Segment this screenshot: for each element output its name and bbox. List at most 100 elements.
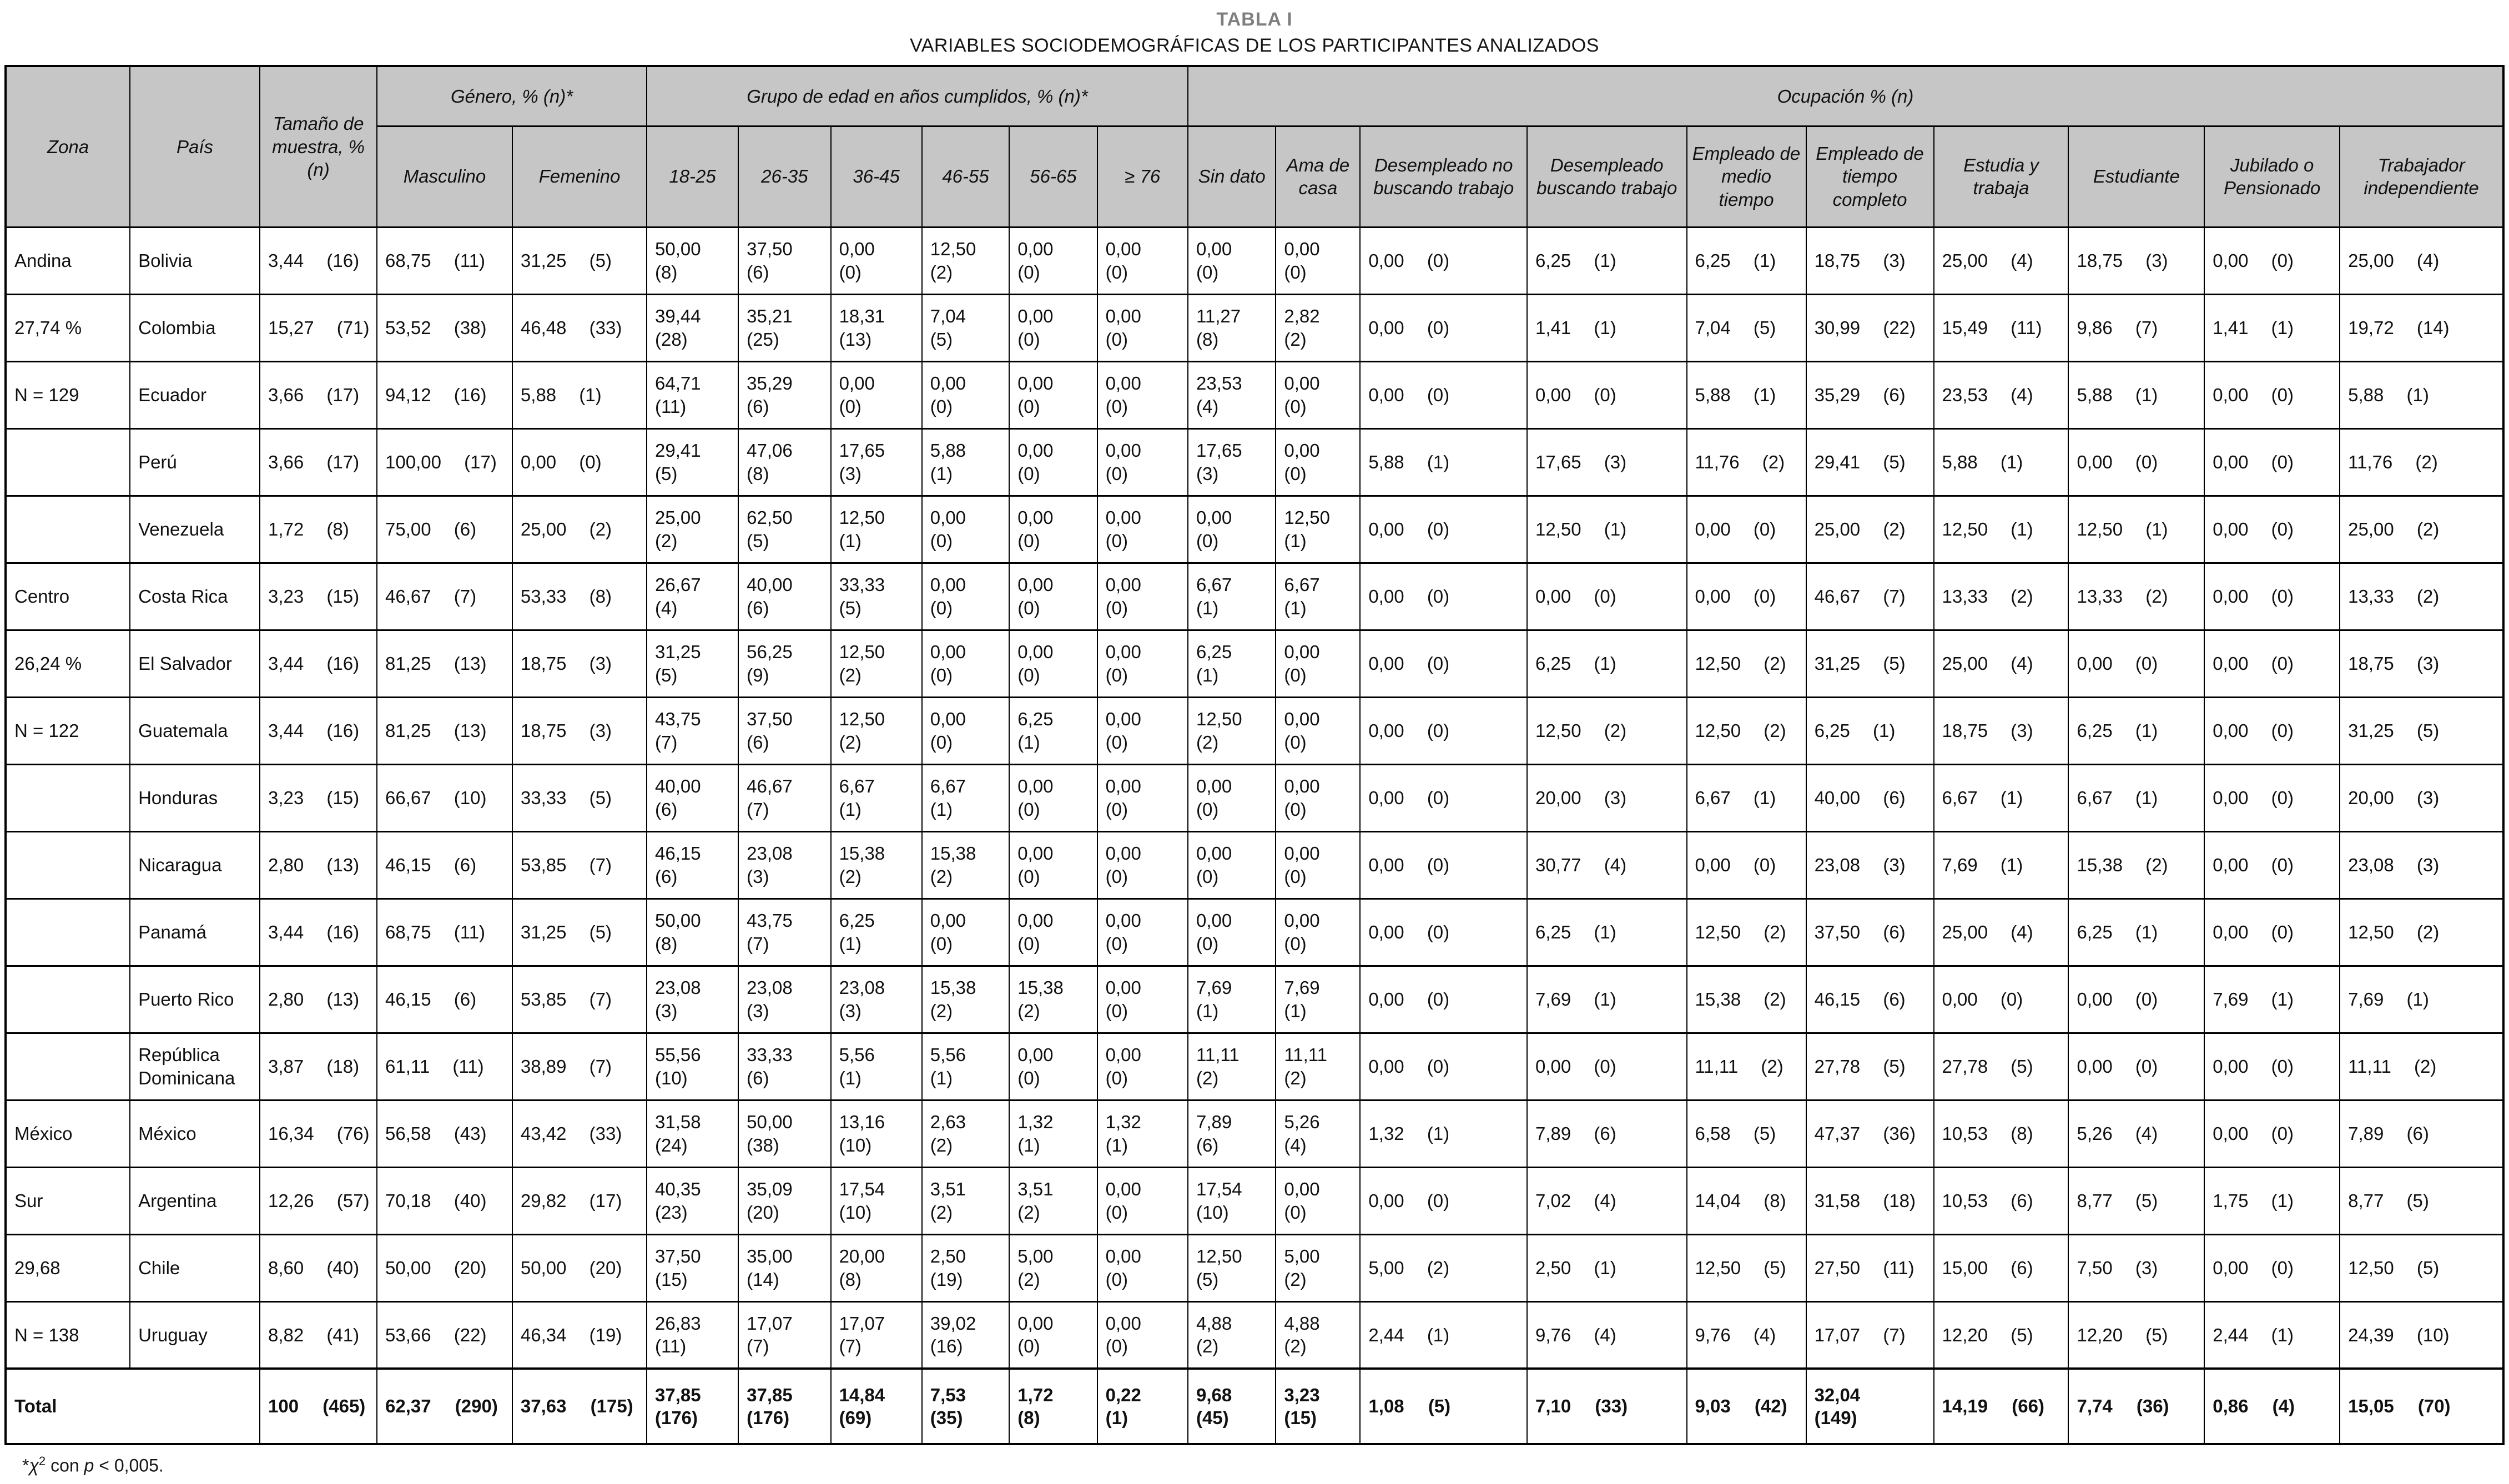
value-cell: 15,49 (11) (1933, 293, 2069, 362)
column-header: Empleado de tiempo completo (1805, 125, 1934, 228)
value-cell: 10,53 (6) (1933, 1166, 2069, 1235)
table-row: N = 129 Ecuador 3,66 (17) 94,12 (16) 5,88 (1… (4, 360, 2504, 430)
value-cell: 12,20 (5) (2068, 1300, 2205, 1370)
value-cell: 46,67 (7) (738, 763, 832, 832)
value-cell: 0,00 (0) (1526, 360, 1687, 430)
total-value-cell: 1,08 (5) (1359, 1367, 1528, 1445)
value-cell: 23,08 (3) (830, 965, 923, 1034)
value-cell: 6,25 (1) (2068, 897, 2205, 967)
value-cell: 5,88 (1) (1933, 427, 2069, 497)
pais-cell: Puerto Rico (129, 965, 261, 1034)
zona-cell: Sur (4, 1166, 131, 1235)
value-cell: 70,18 (40) (376, 1166, 513, 1235)
value-cell: 25,00 (4) (2339, 226, 2504, 295)
value-cell: 1,32 (1) (1009, 1099, 1098, 1168)
value-cell: 3,51 (2) (921, 1166, 1010, 1235)
table-row: 26,24 % El Salvador 3,44 (16) 81,25 (13) 18,… (4, 629, 2504, 698)
value-cell: 53,85 (7) (511, 830, 647, 900)
column-header: Sin dato (1187, 125, 1277, 228)
value-cell: 40,00 (6) (1805, 763, 1934, 832)
value-cell: 53,66 (22) (376, 1300, 513, 1370)
value-cell: 0,00 (0) (2068, 629, 2205, 698)
value-cell: 46,48 (33) (511, 293, 647, 362)
value-cell: 0,00 (0) (921, 897, 1010, 967)
value-cell: 0,00 (0) (1359, 897, 1528, 967)
column-header: Empleado de medio tiempo (1686, 125, 1807, 228)
total-value-cell: 37,85 (176) (646, 1367, 739, 1445)
zona-cell: Andina (4, 226, 131, 295)
value-cell: 38,89 (7) (511, 1032, 647, 1101)
value-cell: 46,15 (6) (646, 830, 739, 900)
value-cell: 6,67 (1) (921, 763, 1010, 832)
value-cell: 46,15 (6) (376, 965, 513, 1034)
total-value-cell: 1,72 (8) (1009, 1367, 1098, 1445)
table-body: Andina Bolivia 3,44 (16) 68,75 (11) 31,25 (5… (4, 226, 2504, 1445)
total-value-cell: 0,86 (4) (2204, 1367, 2341, 1445)
sociodemographic-table: Zona País Tamaño de muestra, % (n) Géner… (4, 65, 2505, 1445)
value-cell: 31,25 (5) (1805, 629, 1934, 698)
value-cell: 0,00 (0) (1096, 1166, 1188, 1235)
value-cell: 12,50 (5) (1686, 1233, 1807, 1303)
pais-cell: Perú (129, 427, 261, 497)
value-cell: 6,25 (1) (1526, 897, 1687, 967)
value-cell: 6,25 (1) (1686, 226, 1807, 295)
pais-cell: Argentina (129, 1166, 261, 1235)
value-cell: 1,72 (8) (259, 494, 378, 564)
value-cell: 7,89 (6) (1187, 1099, 1277, 1168)
value-cell: 46,15 (6) (376, 830, 513, 900)
value-cell: 7,04 (5) (921, 293, 1010, 362)
value-cell: 11,76 (2) (1686, 427, 1807, 497)
total-value-cell: 14,19 (66) (1933, 1367, 2069, 1445)
value-cell: 18,75 (3) (511, 696, 647, 765)
value-cell: 1,32 (1) (1096, 1099, 1188, 1168)
table-row: 29,68 Chile 8,60 (40) 50,00 (20) 50,00 (20) 3… (4, 1233, 2504, 1303)
value-cell: 5,88 (1) (2068, 360, 2205, 430)
value-cell: 0,00 (0) (2204, 1099, 2341, 1168)
value-cell: 37,50 (6) (1805, 897, 1934, 967)
value-cell: 26,67 (4) (646, 562, 739, 631)
value-cell: 8,77 (5) (2339, 1166, 2504, 1235)
value-cell: 2,50 (19) (921, 1233, 1010, 1303)
value-cell: 15,00 (6) (1933, 1233, 2069, 1303)
value-cell: 2,82 (2) (1275, 293, 1361, 362)
value-cell: 3,44 (16) (259, 629, 378, 698)
value-cell: 3,66 (17) (259, 360, 378, 430)
value-cell: 30,99 (22) (1805, 293, 1934, 362)
total-row: Total 100 (465) 62,37 (290) 37,63 (175) 37,8… (4, 1367, 2504, 1445)
value-cell: 15,38 (2) (1009, 965, 1098, 1034)
value-cell: 37,50 (15) (646, 1233, 739, 1303)
value-cell: 7,69 (1) (1526, 965, 1687, 1034)
total-value-cell: 37,85 (176) (738, 1367, 832, 1445)
value-cell: 11,11 (2) (2339, 1032, 2504, 1101)
value-cell: 7,69 (1) (1275, 965, 1361, 1034)
value-cell: 6,25 (1) (2068, 696, 2205, 765)
column-header: Ama de casa (1275, 125, 1361, 228)
value-cell: 47,37 (36) (1805, 1099, 1934, 1168)
total-value-cell: 37,63 (175) (511, 1367, 647, 1445)
value-cell: 46,34 (19) (511, 1300, 647, 1370)
value-cell: 53,85 (7) (511, 965, 647, 1034)
value-cell: 18,75 (3) (1933, 696, 2069, 765)
value-cell: 5,56 (1) (830, 1032, 923, 1101)
value-cell: 1,32 (1) (1359, 1099, 1528, 1168)
value-cell: 5,88 (1) (921, 427, 1010, 497)
zona-cell: Centro (4, 562, 131, 631)
value-cell: 12,20 (5) (1933, 1300, 2069, 1370)
table-row: Puerto Rico 2,80 (13) 46,15 (6) 53,85 (7) 23… (4, 965, 2504, 1034)
value-cell: 0,00 (0) (1275, 897, 1361, 967)
value-cell: 0,00 (0) (2204, 696, 2341, 765)
value-cell: 0,00 (0) (921, 562, 1010, 631)
value-cell: 40,00 (6) (646, 763, 739, 832)
value-cell: 0,00 (0) (2204, 427, 2341, 497)
value-cell: 0,00 (0) (1275, 1166, 1361, 1235)
value-cell: 39,44 (28) (646, 293, 739, 362)
value-cell: 1,41 (1) (1526, 293, 1687, 362)
footnote-tail: < 0,005. (94, 1455, 164, 1476)
value-cell: 5,56 (1) (921, 1032, 1010, 1101)
ocupacion-group-header: Ocupación % (n) (1187, 65, 2505, 127)
value-cell: 5,88 (1) (2339, 360, 2504, 430)
value-cell: 11,11 (2) (1187, 1032, 1277, 1101)
value-cell: 2,63 (2) (921, 1099, 1010, 1168)
column-header: 26-35 (738, 125, 832, 228)
pais-cell: El Salvador (129, 629, 261, 698)
